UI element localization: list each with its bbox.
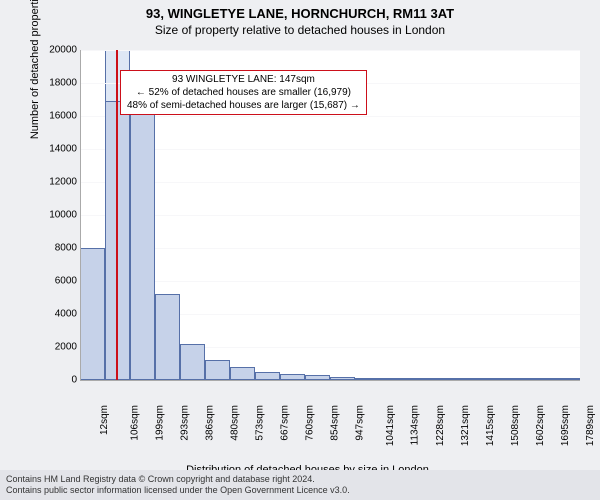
histogram-bar — [230, 367, 255, 380]
y-tick-label: 6000 — [37, 276, 77, 287]
grid-line — [80, 248, 580, 249]
y-tick-label: 4000 — [37, 309, 77, 320]
x-tick-label: 1789sqm — [585, 405, 600, 446]
histogram-bar — [130, 103, 155, 380]
plot-area: 93 WINGLETYE LANE: 147sqm ← 52% of detac… — [80, 50, 580, 380]
page-subtitle: Size of property relative to detached ho… — [0, 21, 600, 37]
annotation-line1: 93 WINGLETYE LANE: 147sqm — [127, 73, 360, 86]
grid-line — [80, 149, 580, 150]
y-axis-line — [80, 50, 81, 380]
y-tick-label: 14000 — [37, 144, 77, 155]
y-tick-label: 18000 — [37, 78, 77, 89]
y-tick-label: 2000 — [37, 342, 77, 353]
annotation-box: 93 WINGLETYE LANE: 147sqm ← 52% of detac… — [120, 70, 367, 115]
page-title: 93, WINGLETYE LANE, HORNCHURCH, RM11 3AT — [0, 0, 600, 21]
annotation-line3: 48% of semi-detached houses are larger (… — [127, 99, 360, 112]
grid-line — [80, 215, 580, 216]
marker-line — [116, 50, 118, 380]
histogram-bar — [205, 360, 230, 380]
grid-line — [80, 182, 580, 183]
y-tick-label: 20000 — [37, 45, 77, 56]
footer-line2: Contains public sector information licen… — [6, 485, 594, 496]
footer: Contains HM Land Registry data © Crown c… — [0, 470, 600, 500]
x-axis-line — [80, 380, 580, 381]
grid-line — [80, 50, 580, 51]
y-tick-label: 16000 — [37, 111, 77, 122]
y-tick-label: 0 — [37, 375, 77, 386]
histogram-bar — [155, 294, 180, 380]
y-tick-label: 8000 — [37, 243, 77, 254]
histogram-bar — [255, 372, 280, 380]
y-tick-label: 12000 — [37, 177, 77, 188]
grid-line — [80, 281, 580, 282]
chart-container: Number of detached properties 93 WINGLET… — [35, 50, 585, 420]
histogram-bar — [80, 248, 105, 380]
y-tick-label: 10000 — [37, 210, 77, 221]
annotation-line2: ← 52% of detached houses are smaller (16… — [127, 86, 360, 99]
histogram-bar — [180, 344, 205, 380]
grid-line — [80, 116, 580, 117]
footer-line1: Contains HM Land Registry data © Crown c… — [6, 474, 594, 485]
